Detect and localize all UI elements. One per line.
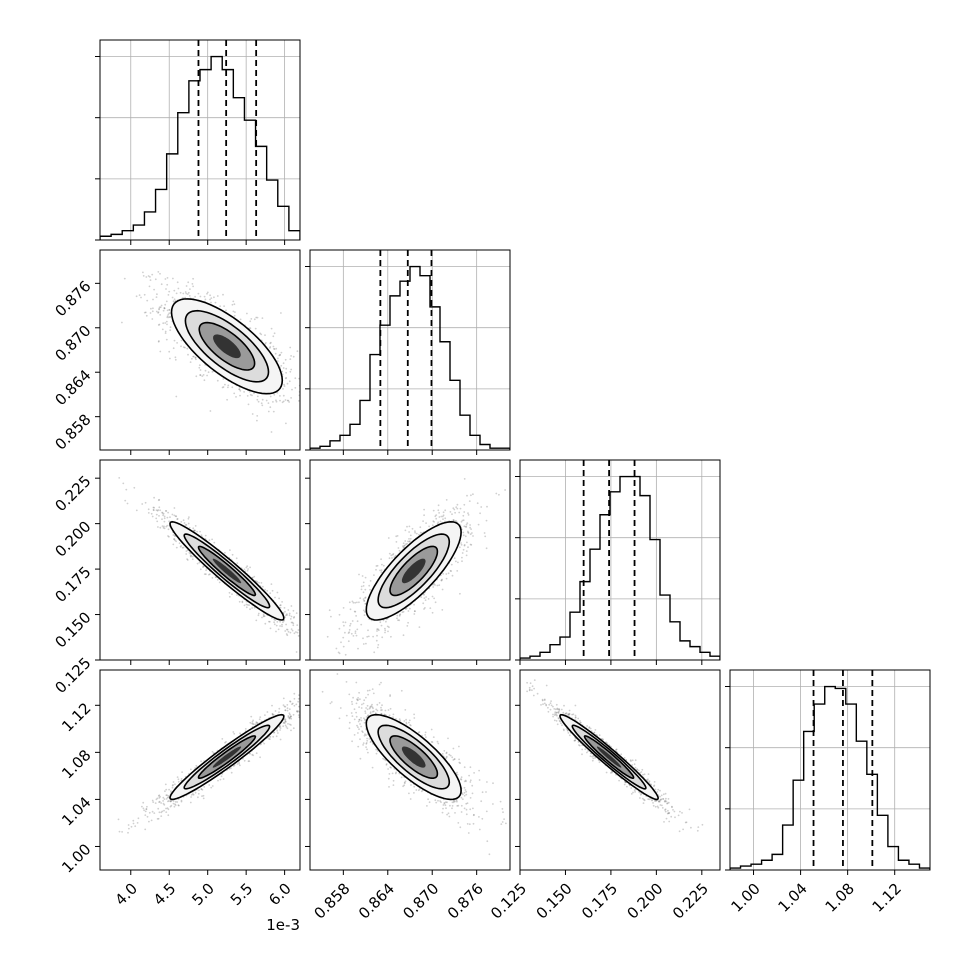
density-fill-core	[596, 746, 622, 768]
pair-content	[121, 271, 300, 433]
panel-background	[730, 670, 930, 870]
x-tick-label: 0.858	[310, 880, 353, 923]
histogram-step	[310, 265, 510, 450]
y-tick-label: 0.864	[51, 366, 94, 409]
y-tick-label: 0.150	[51, 608, 94, 651]
y-tick-label: 1.04	[58, 793, 94, 829]
histogram-content	[730, 670, 930, 870]
histogram-step	[100, 55, 300, 240]
histogram-step	[730, 685, 930, 870]
x-tick-label: 0.225	[669, 880, 712, 923]
contour-line	[389, 735, 439, 779]
x-tick-label: 0.200	[624, 880, 667, 923]
y-tick-label: 0.870	[51, 322, 94, 365]
contour-line	[559, 714, 660, 801]
pair-panel-0-2	[99, 459, 301, 661]
contour-line	[365, 520, 462, 621]
y-tick-label: 1.12	[58, 699, 94, 735]
x-tick-label: 0.175	[578, 880, 621, 923]
histogram-panel-0	[95, 39, 301, 241]
panel-frame	[309, 669, 511, 871]
contour-line	[377, 533, 451, 609]
panel-frame	[519, 669, 721, 871]
x-tick-label: 0.870	[399, 880, 442, 923]
contour-line	[170, 298, 284, 395]
x-tick-label: 0.125	[487, 880, 530, 923]
y-tick-label: 0.175	[51, 563, 94, 606]
y-tick-label: 1.00	[58, 840, 94, 876]
histogram-content	[310, 250, 510, 450]
x-tick-label: 1.12	[869, 880, 905, 916]
panel-frame	[99, 669, 301, 871]
pair-content	[118, 477, 300, 653]
axis-offset-label: 1e-3	[266, 916, 300, 934]
histogram-step	[520, 475, 720, 660]
y-tick-label: 0.225	[51, 472, 94, 515]
contour-line	[389, 545, 439, 597]
x-tick-label: 1.08	[822, 880, 858, 916]
pair-panel-0-3	[99, 669, 301, 871]
contour-line	[183, 533, 271, 609]
panel-frame	[309, 459, 511, 661]
contour-line	[197, 545, 257, 597]
pair-panel-0-1	[99, 249, 301, 451]
histogram-panel-1	[305, 249, 511, 451]
panel-frame	[519, 459, 721, 661]
panel-frame	[99, 249, 301, 451]
histogram-content	[100, 40, 300, 240]
histogram-content	[520, 460, 720, 660]
pair-panel-2-3	[519, 669, 721, 871]
x-tick-label: 5.5	[227, 880, 257, 910]
x-tick-label: 5.0	[188, 880, 218, 910]
pair-content	[321, 673, 507, 856]
x-tick-label: 6.0	[265, 880, 295, 910]
contour-line	[197, 735, 257, 779]
density-fill-core	[212, 746, 242, 768]
pair-panel-1-3	[309, 669, 511, 871]
histogram-panel-3	[725, 669, 931, 871]
contour-line	[169, 520, 285, 621]
x-tick-label: 0.150	[533, 880, 576, 923]
pair-content	[326, 478, 506, 656]
density-fill-core	[401, 746, 426, 768]
contour-line	[183, 724, 271, 790]
x-tick-label: 0.864	[355, 880, 398, 923]
density-fill-core	[212, 558, 242, 584]
panel-frame	[729, 669, 931, 871]
y-tick-label: 0.858	[51, 410, 94, 453]
y-tick-label: 1.08	[58, 746, 94, 782]
density-fill-core	[401, 558, 426, 584]
y-tick-label: 0.200	[51, 517, 94, 560]
contour-line	[184, 309, 270, 383]
histogram-panel-2	[515, 459, 721, 661]
contour-line	[198, 321, 256, 371]
panel-frame	[309, 249, 511, 451]
pair-panel-1-2	[309, 459, 511, 661]
contour-line	[365, 713, 462, 801]
panel-background	[520, 460, 720, 660]
x-tick-label: 4.0	[111, 880, 141, 910]
contour-line	[571, 724, 647, 790]
y-tick-label: 0.125	[51, 654, 94, 697]
panel-frame	[99, 39, 301, 241]
x-tick-label: 1.00	[727, 880, 763, 916]
x-tick-label: 0.876	[444, 880, 487, 923]
panels-layer	[95, 39, 931, 871]
y-tick-label: 0.876	[51, 277, 94, 320]
pair-content	[117, 692, 300, 834]
contour-line	[377, 724, 451, 790]
contour-line	[583, 735, 635, 779]
x-tick-label: 4.5	[150, 880, 180, 910]
contour-line	[169, 713, 285, 801]
pair-content	[520, 679, 704, 833]
density-fill-core	[213, 334, 241, 359]
x-tick-label: 1.04	[774, 880, 810, 916]
panel-frame	[99, 459, 301, 661]
